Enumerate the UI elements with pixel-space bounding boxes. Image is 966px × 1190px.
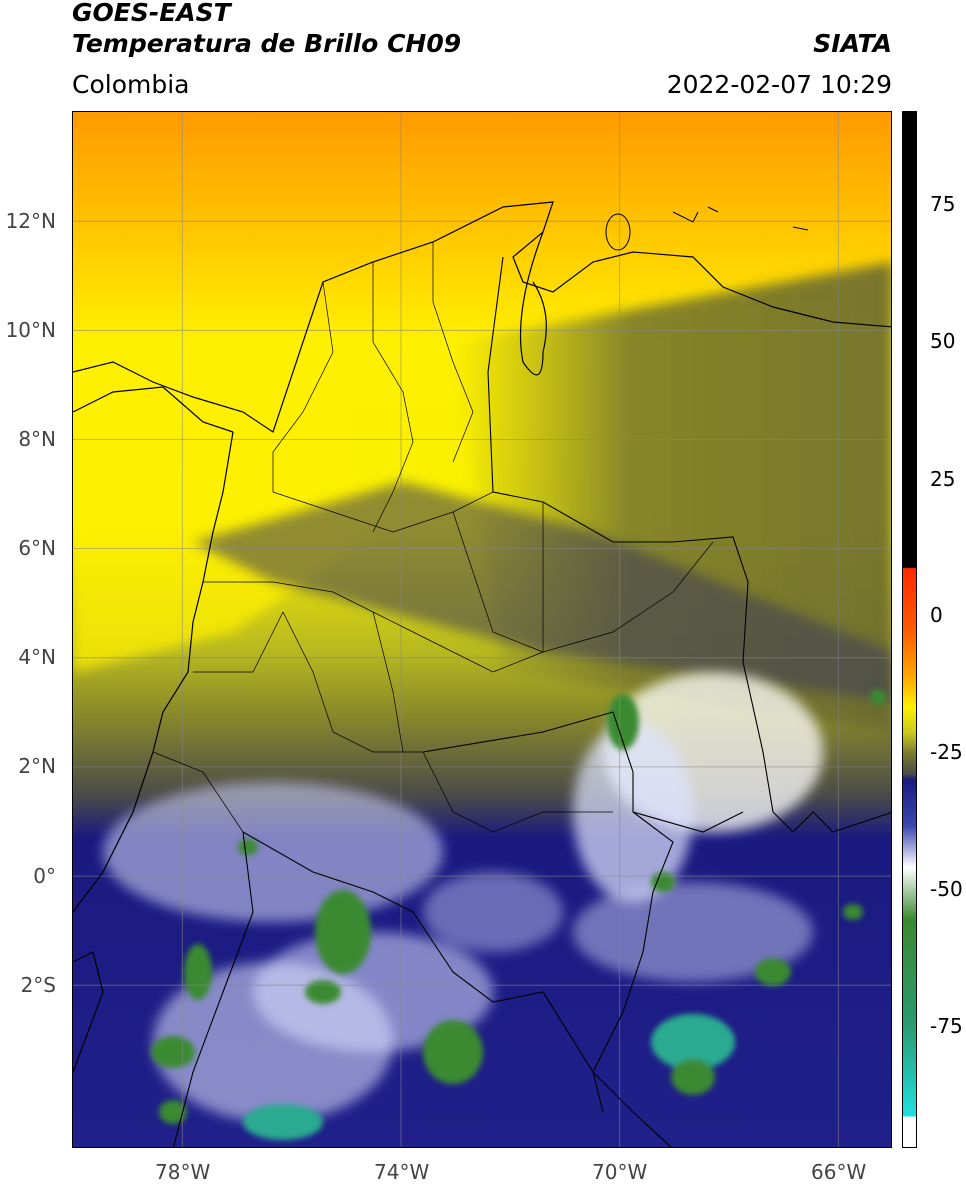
department-borders <box>152 242 714 833</box>
colorbar-tick-0: 0 <box>930 603 943 627</box>
colorbar-tick-minus75: -75 <box>930 1014 963 1038</box>
lat-tick-2n: 2°N <box>18 754 56 778</box>
transition-band <box>193 482 891 702</box>
lat-tick-2s: 2°S <box>20 973 56 997</box>
colorbar <box>902 111 917 1148</box>
colorbar-tick-minus50: -50 <box>930 877 963 901</box>
lon-tick-74w: 74°W <box>374 1160 430 1184</box>
lat-tick-12n: 12°N <box>5 209 56 233</box>
colorbar-tick-75: 75 <box>930 192 956 216</box>
colorbar-tick-50: 50 <box>930 329 956 353</box>
warm-region-west <box>73 342 373 672</box>
country-borders <box>172 256 891 1147</box>
lat-tick-8n: 8°N <box>18 427 56 451</box>
lon-tick-78w: 78°W <box>155 1160 211 1184</box>
lat-tick-10n: 10°N <box>5 318 56 342</box>
cloud-tops <box>103 672 823 1122</box>
convective-cores <box>151 689 886 1140</box>
region-label: Colombia <box>72 70 190 99</box>
coastlines <box>73 201 891 1073</box>
lat-tick-0: 0° <box>33 864 56 888</box>
agency-label: SIATA <box>813 29 892 58</box>
colorbar-tick-minus25: -25 <box>930 740 963 764</box>
colorbar-tick-25: 25 <box>930 467 956 491</box>
gridlines <box>73 112 891 1147</box>
title-satellite: GOES-EAST <box>72 0 231 27</box>
colorbar-gradient <box>903 112 916 1147</box>
lon-tick-66w: 66°W <box>811 1160 867 1184</box>
islands <box>605 206 809 251</box>
satellite-map <box>72 111 892 1148</box>
lat-tick-6n: 6°N <box>18 536 56 560</box>
title-product: Temperatura de Brillo CH09 <box>72 29 462 58</box>
map-canvas <box>73 112 891 1147</box>
datetime-label: 2022-02-07 10:29 <box>666 70 892 99</box>
lon-tick-70w: 70°W <box>592 1160 648 1184</box>
lat-tick-4n: 4°N <box>18 645 56 669</box>
